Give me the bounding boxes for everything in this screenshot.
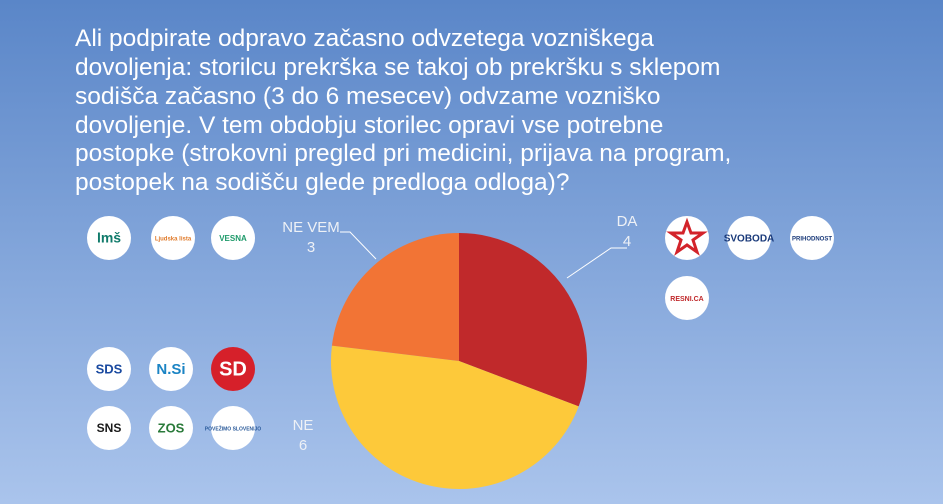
slice-value: 4: [623, 233, 631, 250]
party-logo: POVEŽIMO SLOVENIJO: [205, 406, 262, 450]
logo-circle: [665, 276, 709, 320]
logo-text: N.Si: [156, 361, 185, 378]
slice-value: 6: [299, 437, 307, 454]
party-logo: SVOBODA: [724, 216, 775, 260]
slice-value: 3: [307, 239, 315, 256]
party-logo: N.Si: [149, 347, 193, 391]
party-logo: VESNA: [211, 216, 255, 260]
party-logo: Ljudska lista: [151, 216, 195, 260]
leader-line: [340, 231, 377, 260]
logo-text: SD: [219, 358, 247, 380]
party-logo: SNS: [87, 406, 131, 450]
logo-text: POVEŽIMO SLOVENIJO: [205, 424, 262, 432]
pie-slice: [330, 345, 579, 490]
logo-text: Ljudska lista: [155, 237, 192, 243]
party-logo: RESNI.CA: [665, 276, 709, 320]
logo-text: RESNI.CA: [670, 296, 703, 303]
slice-label: DA: [617, 213, 638, 230]
logo-circle: [87, 406, 131, 450]
logo-text: PRIHODNOST: [792, 237, 832, 243]
pie-slice: [459, 233, 587, 407]
logo-text: lmš: [97, 230, 121, 246]
title-line: dovoljenja: storilcu prekrška se takoj o…: [75, 54, 720, 81]
logo-circle: [790, 216, 834, 260]
logo-circle: [149, 406, 193, 450]
logo-circle: [211, 406, 255, 450]
logo-circle: [211, 347, 255, 391]
title-line: postopek na sodišču glede predloga odlog…: [75, 169, 569, 196]
logo-text: SDS: [96, 361, 123, 376]
logo-text: SNS: [97, 421, 122, 435]
title-line: postopke (strokovni pregled pri medicini…: [75, 140, 731, 167]
logo-circle: [87, 347, 131, 391]
chart-title: Ali podpirate odpravo začasno odvzetega …: [75, 25, 738, 196]
logo-circle: [149, 347, 193, 391]
party-logo: SD: [211, 347, 255, 391]
logo-text: VESNA: [219, 234, 247, 243]
logo-circle: [87, 216, 131, 260]
party-logo: SDS: [87, 347, 131, 391]
title-line: Ali podpirate odpravo začasno odvzetega …: [75, 25, 654, 52]
slice-label: NE VEM: [282, 219, 340, 236]
logo-circle: [727, 216, 771, 260]
slice-label: NE: [293, 417, 314, 434]
logo-text: SVOBODA: [724, 234, 775, 245]
logo-circle: [151, 216, 195, 260]
star-logo: [665, 216, 709, 260]
title-line: dovoljenje. V tem obdobju storilec oprav…: [75, 112, 663, 139]
logo-circle: [211, 216, 255, 260]
party-logo: ZOS: [149, 406, 193, 450]
leader-line: [566, 247, 627, 279]
title-line: sodišča začasno (3 do 6 mesecev) odvzame…: [75, 83, 661, 110]
logo-text: ZOS: [158, 420, 185, 435]
party-logo: lmš: [87, 216, 131, 260]
pie-slice: [331, 233, 459, 361]
party-logo: PRIHODNOST: [790, 216, 834, 260]
